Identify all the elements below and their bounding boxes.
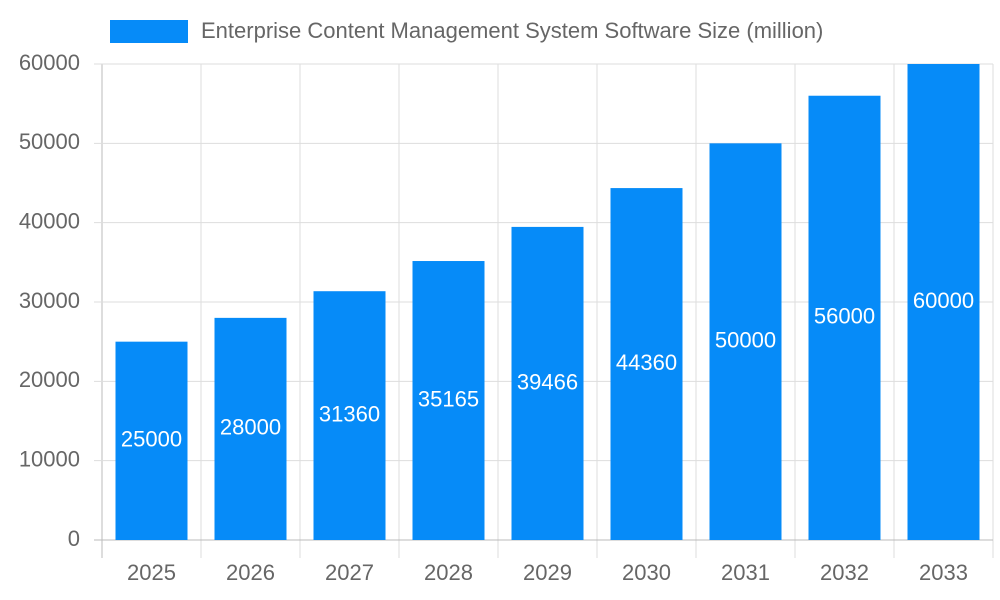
x-tick-label: 2029 xyxy=(523,560,572,585)
x-tick-label: 2030 xyxy=(622,560,671,585)
y-tick-label: 60000 xyxy=(19,50,80,75)
x-tick-label: 2027 xyxy=(325,560,374,585)
x-tick-label: 2025 xyxy=(127,560,176,585)
data-label: 35165 xyxy=(418,386,479,411)
data-label: 28000 xyxy=(220,415,281,440)
y-tick-label: 20000 xyxy=(19,367,80,392)
bar xyxy=(214,317,287,540)
bar xyxy=(907,64,980,540)
bar xyxy=(709,143,782,541)
x-tick-label: 2026 xyxy=(226,560,275,585)
y-tick-label: 50000 xyxy=(19,129,80,154)
data-label: 31360 xyxy=(319,401,380,426)
data-label: 56000 xyxy=(814,304,875,329)
data-label: 44360 xyxy=(616,350,677,375)
bar xyxy=(412,261,485,540)
data-label: 39466 xyxy=(517,369,578,394)
data-label: 60000 xyxy=(913,288,974,313)
y-tick-label: 10000 xyxy=(19,446,80,471)
legend-label: Enterprise Content Management System Sof… xyxy=(201,18,823,43)
x-tick-label: 2033 xyxy=(919,560,968,585)
y-tick-label: 40000 xyxy=(19,208,80,233)
x-tick-label: 2032 xyxy=(820,560,869,585)
bar xyxy=(511,226,584,540)
y-tick-label: 0 xyxy=(68,526,80,551)
bar xyxy=(313,291,386,540)
data-label: 50000 xyxy=(715,327,776,352)
legend-swatch xyxy=(110,20,188,43)
bar xyxy=(610,188,683,540)
x-tick-label: 2028 xyxy=(424,560,473,585)
x-tick-label: 2031 xyxy=(721,560,770,585)
bar xyxy=(115,341,188,540)
bar xyxy=(808,95,881,540)
data-label: 25000 xyxy=(121,427,182,452)
y-tick-label: 30000 xyxy=(19,288,80,313)
